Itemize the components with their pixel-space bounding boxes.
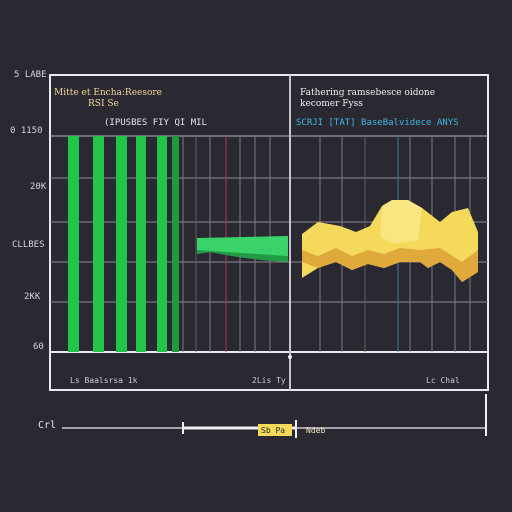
x-tick-label: Lc Chal <box>426 376 460 385</box>
right-pane-title: Fathering ramsebesce oidone <box>300 88 436 98</box>
y-tick-label: 20K <box>30 182 47 192</box>
right-pane-subtitle: kecomer Fyss <box>300 99 363 109</box>
left-pane-subtitle: RSI Se <box>88 99 119 109</box>
bar <box>172 136 179 352</box>
timeline-handle[interactable] <box>258 424 292 436</box>
plot-frame <box>49 74 489 391</box>
green-ribbon-shade <box>197 250 288 262</box>
bar <box>136 136 146 352</box>
yellow-area-highlight <box>380 200 422 244</box>
y-tick-label: 5 LABE <box>14 70 47 80</box>
timeline-start-label: Crl <box>38 420 57 431</box>
timeline[interactable] <box>62 394 487 438</box>
divider-tick <box>288 355 292 359</box>
bar <box>116 136 127 352</box>
x-tick-label: Ls Baalsrsa 1k <box>70 376 138 385</box>
left-pane-title: Mitte et Encha:Reesore <box>54 88 163 98</box>
bar-series <box>68 136 179 352</box>
y-tick-label: CLLBES <box>12 240 45 250</box>
left-pane-legend: (IPUSBES FIY QI MIL <box>104 118 207 128</box>
bar <box>157 136 167 352</box>
bar <box>93 136 104 352</box>
yellow-area-shade <box>302 248 478 282</box>
bar <box>68 136 79 352</box>
y-tick-label: 0 1150 <box>10 126 43 136</box>
y-tick-label: 2KK <box>24 292 41 302</box>
x-tick-label: 2Lis Ty <box>252 376 286 385</box>
y-tick-label: 60 <box>33 342 44 352</box>
right-pane-legend: SCRJI [TAT] BaseBalvidece ANYS <box>296 118 459 128</box>
timeline-end-label: Ndeb <box>306 426 326 435</box>
timeline-handle-label[interactable]: Sb Pa <box>261 426 286 435</box>
